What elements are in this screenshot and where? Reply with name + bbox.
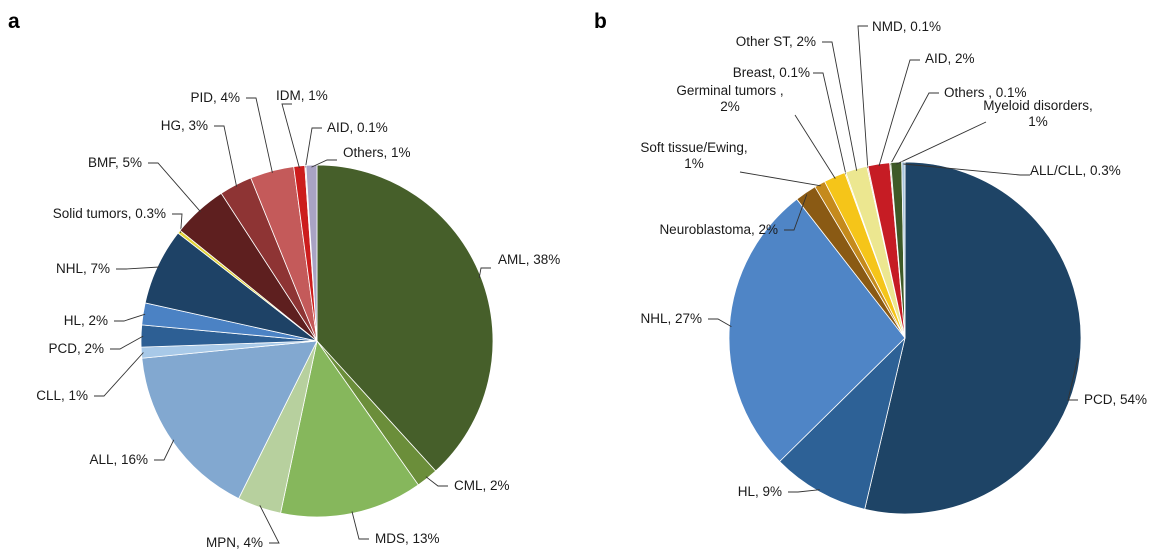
pie-b-label-2: NHL, 27% bbox=[640, 311, 702, 326]
pie-a-label-13: IDM, 1% bbox=[276, 88, 328, 103]
pie-a-leader-13 bbox=[281, 103, 300, 169]
pie-b-slice-12 bbox=[901, 161, 906, 339]
pie-a-leader-6 bbox=[110, 335, 144, 350]
pie-a-leader-10 bbox=[148, 162, 201, 212]
pie-a-label-9: Solid tumors, 0.3% bbox=[53, 206, 166, 221]
pie-b-leader-0 bbox=[1067, 357, 1079, 401]
pie-a-leader-4 bbox=[154, 439, 175, 461]
pie-a-label-0: AML, 38% bbox=[498, 252, 560, 267]
panel-b-letter: b bbox=[594, 10, 607, 33]
pie-b-leader-5 bbox=[794, 114, 836, 179]
pie-a-slice-0 bbox=[316, 164, 494, 472]
pie-b-label-10: Others , 0.1% bbox=[944, 85, 1027, 100]
pie-a-label-14: AID, 0.1% bbox=[327, 120, 388, 135]
pie-b-leader-6 bbox=[813, 72, 847, 175]
pie-b-label-6: Breast, 0.1% bbox=[733, 65, 810, 80]
pie-a-label-7: HL, 2% bbox=[64, 313, 108, 328]
pie-b-leader-11 bbox=[896, 121, 987, 165]
pie-b-leader-3 bbox=[784, 194, 808, 231]
pie-a-label-5: CLL, 1% bbox=[36, 388, 88, 403]
pie-b-label-5: Germinal tumors , 2% bbox=[676, 83, 783, 114]
pie-a-leader-9 bbox=[172, 213, 183, 233]
panel-a-letter: a bbox=[8, 10, 20, 33]
pie-a-label-8: NHL, 7% bbox=[56, 261, 110, 276]
pie-chart-b: PCD, 54% HL, 9% NHL, 27% Neuroblastoma, 2% S… bbox=[640, 19, 1147, 515]
pie-a-slice-4 bbox=[141, 340, 318, 500]
pie-b-leader-8 bbox=[857, 25, 869, 169]
pie-b-leader-7 bbox=[822, 41, 858, 171]
pie-b-leader-2 bbox=[708, 318, 732, 327]
pie-b-slice-2 bbox=[728, 198, 906, 463]
pie-b-label-7: Other ST, 2% bbox=[736, 34, 816, 49]
pie-a-label-15: Others, 1% bbox=[343, 145, 411, 160]
pie-b-leader-9 bbox=[878, 59, 920, 167]
pie-b-leader-12 bbox=[903, 163, 1030, 176]
pie-b-label-0: PCD, 54% bbox=[1084, 392, 1147, 407]
pie-a-leader-1 bbox=[425, 476, 448, 487]
pie-a-leader-12 bbox=[246, 97, 273, 173]
pie-b-leader-4 bbox=[739, 171, 821, 187]
pie-a-label-11: HG, 3% bbox=[161, 118, 208, 133]
pie-b-label-8: NMD, 0.1% bbox=[872, 19, 941, 34]
pie-b-label-1: HL, 9% bbox=[738, 484, 782, 499]
pie-a-label-6: PCD, 2% bbox=[48, 341, 104, 356]
pie-a-leader-8 bbox=[116, 266, 160, 270]
pie-b-slice-0 bbox=[864, 161, 1082, 515]
pie-a-label-1: CML, 2% bbox=[454, 478, 510, 493]
pie-b-leader-10 bbox=[889, 92, 939, 165]
pie-a-leader-3 bbox=[259, 505, 280, 544]
pie-a-leader-15 bbox=[311, 159, 337, 168]
pie-a-label-2: MDS, 13% bbox=[375, 531, 440, 546]
pie-a-leader-11 bbox=[214, 125, 238, 187]
pie-b-label-12: ALL/CLL, 0.3% bbox=[1030, 163, 1121, 178]
pie-a-leader-0 bbox=[478, 267, 491, 279]
pie-a-leader-7 bbox=[114, 313, 146, 322]
pie-a-leader-14 bbox=[305, 127, 322, 168]
pie-a-label-3: MPN, 4% bbox=[206, 535, 263, 550]
pie-a-label-12: PID, 4% bbox=[190, 90, 240, 105]
pie-a-label-4: ALL, 16% bbox=[89, 452, 148, 467]
pie-b-leader-1 bbox=[788, 489, 820, 493]
pie-b-label-3: Neuroblastoma, 2% bbox=[659, 222, 778, 237]
pie-b-label-9: AID, 2% bbox=[925, 51, 975, 66]
pie-b-label-4: Soft tissue/Ewing, 1% bbox=[640, 140, 747, 171]
pie-a-leader-5 bbox=[94, 352, 144, 397]
pie-a-leader-2 bbox=[351, 511, 369, 540]
pie-a-label-10: BMF, 5% bbox=[88, 155, 142, 170]
pie-b-slice-1 bbox=[779, 336, 906, 510]
pie-chart-a: AML, 38% CML, 2% MDS, 13% MPN, 4% ALL, 16% CL… bbox=[36, 88, 560, 550]
pie-b-label-11: Myeloid disorders, 1% bbox=[983, 98, 1093, 129]
